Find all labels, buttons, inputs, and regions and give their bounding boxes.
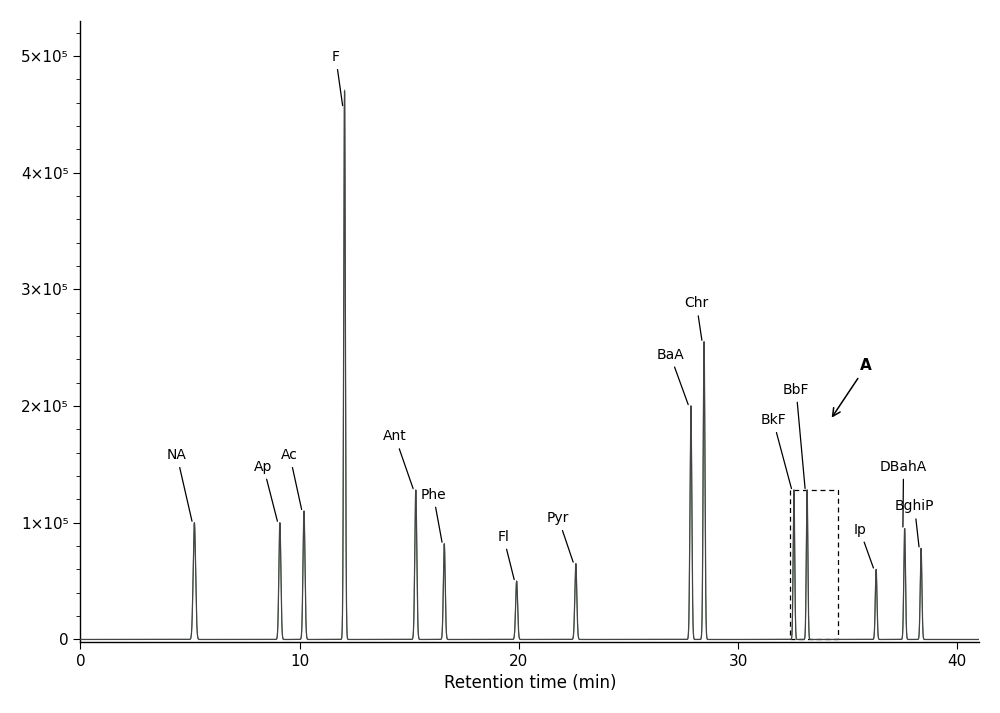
Text: A: A	[833, 359, 872, 416]
Text: Ap: Ap	[254, 460, 277, 521]
Text: Phe: Phe	[421, 488, 446, 542]
Bar	[790, 490, 838, 640]
Text: Chr: Chr	[684, 297, 709, 340]
Text: BkF: BkF	[760, 413, 791, 488]
Text: Ant: Ant	[383, 429, 413, 488]
Text: DBahA: DBahA	[880, 460, 927, 527]
Text: BaA: BaA	[656, 348, 688, 404]
Text: Ac: Ac	[281, 448, 302, 510]
Text: NA: NA	[167, 448, 192, 521]
Text: BbF: BbF	[783, 383, 809, 488]
Text: F: F	[332, 50, 343, 106]
Text: BghiP: BghiP	[895, 499, 934, 547]
Text: Fl: Fl	[498, 530, 514, 580]
Text: Ip: Ip	[853, 523, 873, 568]
Text: Pyr: Pyr	[547, 511, 573, 562]
X-axis label: Retention time (min): Retention time (min)	[444, 674, 616, 692]
